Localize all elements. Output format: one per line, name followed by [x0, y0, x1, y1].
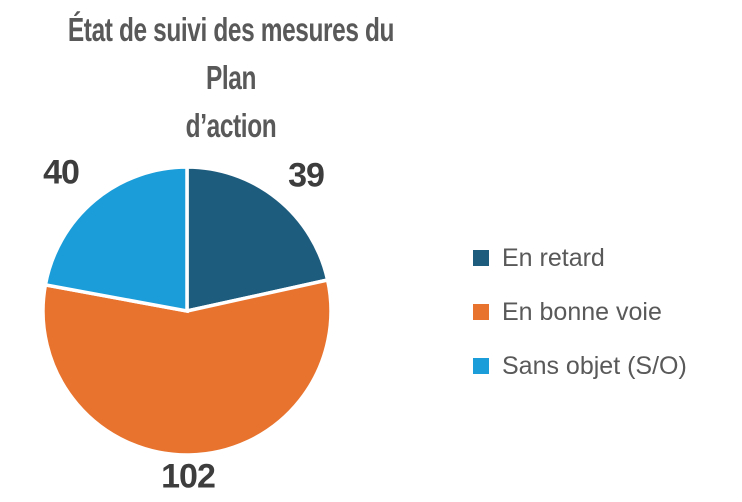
pie-slice-en-retard[interactable]	[185, 165, 330, 314]
legend-swatch-sans-objet-icon	[473, 358, 489, 374]
legend-item-en-bonne-voie[interactable]: En bonne voie	[473, 299, 687, 325]
chart-title: État de suivi des mesures du Plan d’acti…	[60, 6, 402, 150]
chart-title-line1: État de suivi des mesures du Plan	[67, 11, 395, 96]
pie-slice-en-bonne-voie[interactable]	[41, 277, 333, 457]
legend-label-en-retard: En retard	[502, 244, 605, 272]
legend: En retard En bonne voie Sans objet (S/O)	[473, 245, 687, 407]
data-label-en-retard: 39	[288, 156, 325, 195]
legend-item-en-retard[interactable]: En retard	[473, 245, 687, 271]
legend-swatch-en-bonne-voie-icon	[473, 304, 489, 320]
legend-item-sans-objet[interactable]: Sans objet (S/O)	[473, 353, 687, 379]
legend-label-en-bonne-voie: En bonne voie	[502, 298, 662, 326]
chart-title-line2: d’action	[185, 107, 277, 144]
legend-swatch-en-retard-icon	[473, 250, 489, 266]
pie-slice-sans-objet[interactable]	[43, 165, 189, 314]
data-label-sans-objet: 40	[43, 153, 80, 192]
pie-chart	[41, 165, 333, 457]
data-label-en-bonne-voie: 102	[161, 457, 216, 496]
legend-label-sans-objet: Sans objet (S/O)	[502, 352, 687, 380]
